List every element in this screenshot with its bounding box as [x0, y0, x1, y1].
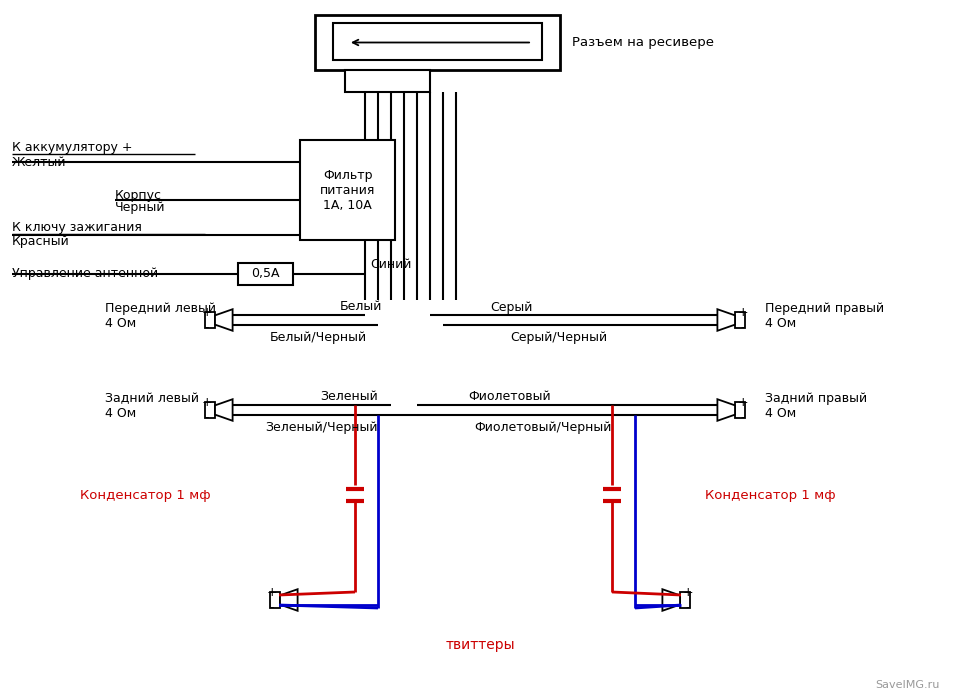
Bar [315, 15, 560, 70]
Bar [345, 70, 430, 92]
Text: +: + [683, 586, 693, 599]
Text: Управление антенной: Управление антенной [12, 267, 158, 281]
Text: К аккумулятору +: К аккумулятору + [12, 141, 132, 155]
Text: Серый/Черный: Серый/Черный [510, 331, 607, 344]
Text: Фиолетовый/Черный: Фиолетовый/Черный [474, 421, 612, 434]
Text: Разъем на ресивере: Разъем на ресивере [572, 36, 714, 49]
Text: 0,5А: 0,5А [252, 267, 279, 281]
Text: -: - [741, 412, 745, 425]
Bar [270, 593, 280, 608]
Text: Синий: Синий [370, 258, 412, 272]
Polygon shape [717, 309, 735, 331]
Text: Желтый: Желтый [12, 155, 66, 168]
Text: Белый/Черный: Белый/Черный [270, 331, 367, 344]
Bar [300, 140, 395, 240]
Polygon shape [662, 589, 680, 611]
Bar [735, 313, 745, 328]
Polygon shape [717, 399, 735, 421]
Text: Передний левый
4 Ом: Передний левый 4 Ом [105, 302, 216, 330]
Text: +: + [267, 586, 277, 599]
Text: Серый: Серый [490, 301, 533, 313]
Text: Конденсатор 1 мф: Конденсатор 1 мф [705, 489, 835, 502]
Text: SaveIMG.ru: SaveIMG.ru [875, 680, 940, 690]
Polygon shape [215, 399, 232, 421]
Polygon shape [280, 589, 298, 611]
Bar [735, 403, 745, 418]
Text: -: - [204, 322, 209, 335]
Text: Корпус: Корпус [115, 188, 162, 202]
Text: Красный: Красный [12, 234, 70, 247]
Text: Белый: Белый [340, 301, 382, 313]
Text: Фиолетовый: Фиолетовый [468, 390, 551, 403]
Text: Передний правый
4 Ом: Передний правый 4 Ом [765, 302, 884, 330]
Bar [238, 263, 293, 285]
Text: +: + [737, 396, 748, 408]
Text: Черный: Черный [115, 202, 165, 215]
Text: Зеленый/Черный: Зеленый/Черный [265, 421, 377, 434]
Bar [333, 23, 542, 60]
Text: твиттеры: твиттеры [445, 638, 515, 652]
Text: -: - [270, 602, 275, 615]
Text: Фильтр
питания
1А, 10А: Фильтр питания 1А, 10А [320, 168, 375, 211]
Text: К ключу зажигания: К ключу зажигания [12, 222, 142, 234]
Bar [680, 593, 690, 608]
Text: Задний левый
4 Ом: Задний левый 4 Ом [105, 392, 199, 420]
Text: -: - [204, 412, 209, 425]
Text: -: - [685, 602, 690, 615]
Bar [205, 403, 215, 418]
Text: +: + [202, 306, 212, 319]
Text: -: - [741, 322, 745, 335]
Bar [205, 313, 215, 328]
Polygon shape [215, 309, 232, 331]
Text: Зеленый: Зеленый [320, 390, 377, 403]
Text: +: + [202, 396, 212, 408]
Text: Конденсатор 1 мф: Конденсатор 1 мф [80, 489, 210, 502]
Text: Задний правый
4 Ом: Задний правый 4 Ом [765, 392, 867, 420]
Text: +: + [737, 306, 748, 319]
